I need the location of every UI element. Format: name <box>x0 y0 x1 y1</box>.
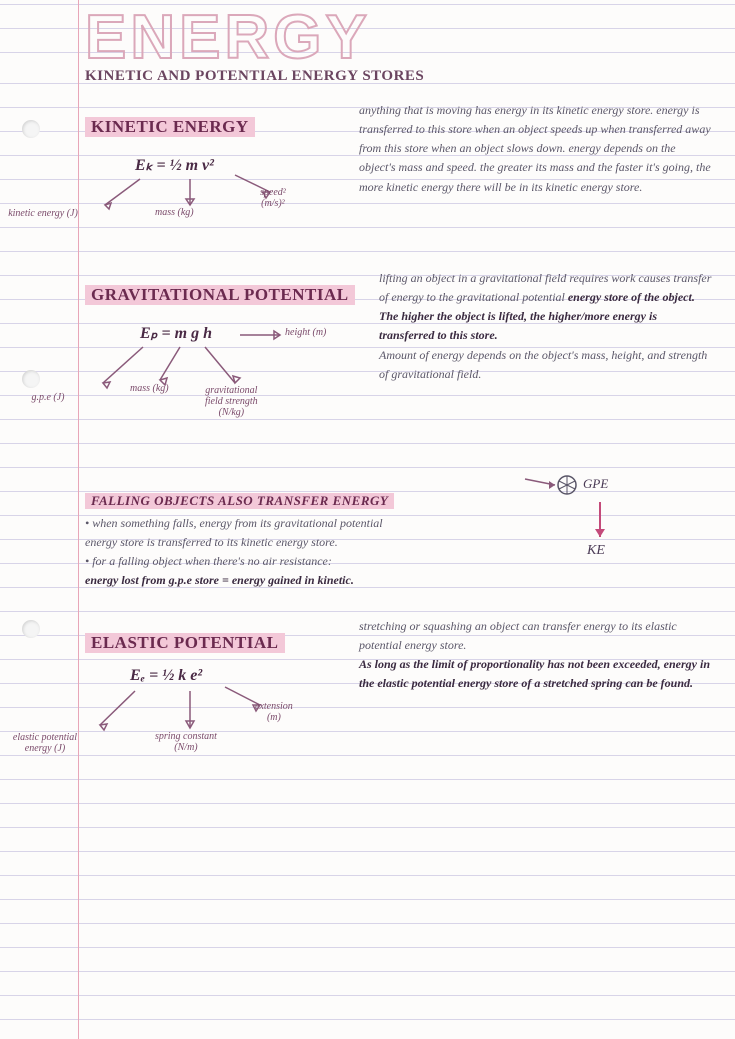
grav-g-label: gravitational field strength (N/kg) <box>205 385 258 418</box>
falling-diagram: GPE KE <box>515 467 635 567</box>
page-subtitle: KINETIC AND POTENTIAL ENERGY STORES <box>85 68 715 85</box>
diagram-ke: KE <box>587 543 605 558</box>
kinetic-ke-label: kinetic energy (J) <box>8 208 78 219</box>
falling-b3: energy lost from g.p.e store = energy ga… <box>85 571 445 590</box>
elastic-arrows <box>85 653 345 793</box>
elastic-heading: ELASTIC POTENTIAL <box>85 633 285 653</box>
kinetic-text: anything that is moving has energy in it… <box>359 101 715 197</box>
falling-diagram-svg <box>515 467 635 577</box>
kinetic-heading: KINETIC ENERGY <box>85 117 255 137</box>
elastic-formula-block: Eₑ = ½ k e² spring constant (N/m) extens… <box>85 653 345 793</box>
kinetic-mass-label: mass (kg) <box>155 207 194 218</box>
elastic-e-label: extension (m) <box>255 701 293 723</box>
page-title: ENERGY <box>85 10 715 66</box>
kinetic-speed-label: speed² (m/s)² <box>260 187 286 209</box>
elastic-text2: As long as the limit of proportionality … <box>359 657 710 690</box>
punch-hole <box>22 120 40 138</box>
elastic-k-label: spring constant (N/m) <box>155 731 217 753</box>
elastic-epe-label: elastic potential energy (J) <box>6 732 84 754</box>
grav-formula-block: Eₚ = m g h mass (kg) gravitational field… <box>85 305 365 455</box>
kinetic-formula-block: Eₖ = ½ m v² mass (kg) speed² (m/s)² <box>85 137 345 257</box>
falling-b2: • for a falling object when there's no a… <box>85 552 415 571</box>
grav-text3: Amount of energy depends on the object's… <box>379 348 707 381</box>
falling-b1: • when something falls, energy from its … <box>85 514 415 552</box>
falling-heading: FALLING OBJECTS ALSO TRANSFER ENERGY <box>85 493 394 509</box>
grav-text1b: energy store of the object. <box>568 290 695 304</box>
punch-hole <box>22 370 40 388</box>
punch-hole <box>22 620 40 638</box>
grav-heading: GRAVITATIONAL POTENTIAL <box>85 285 355 305</box>
elastic-text1: stretching or squashing an object can tr… <box>359 619 677 652</box>
kinetic-arrows <box>85 137 345 257</box>
grav-h-label: height (m) <box>285 327 326 338</box>
grav-text2: The higher the object is lifted, the hig… <box>379 309 657 342</box>
elastic-text: stretching or squashing an object can tr… <box>359 617 715 694</box>
margin-line <box>78 0 79 1039</box>
diagram-gpe: GPE <box>583 477 608 491</box>
grav-gpe-label: g.p.e (J) <box>18 392 78 403</box>
page-content: ENERGY KINETIC AND POTENTIAL ENERGY STOR… <box>85 10 715 793</box>
grav-mass-label: mass (kg) <box>130 383 169 394</box>
grav-text: lifting an object in a gravitational fie… <box>379 269 715 384</box>
